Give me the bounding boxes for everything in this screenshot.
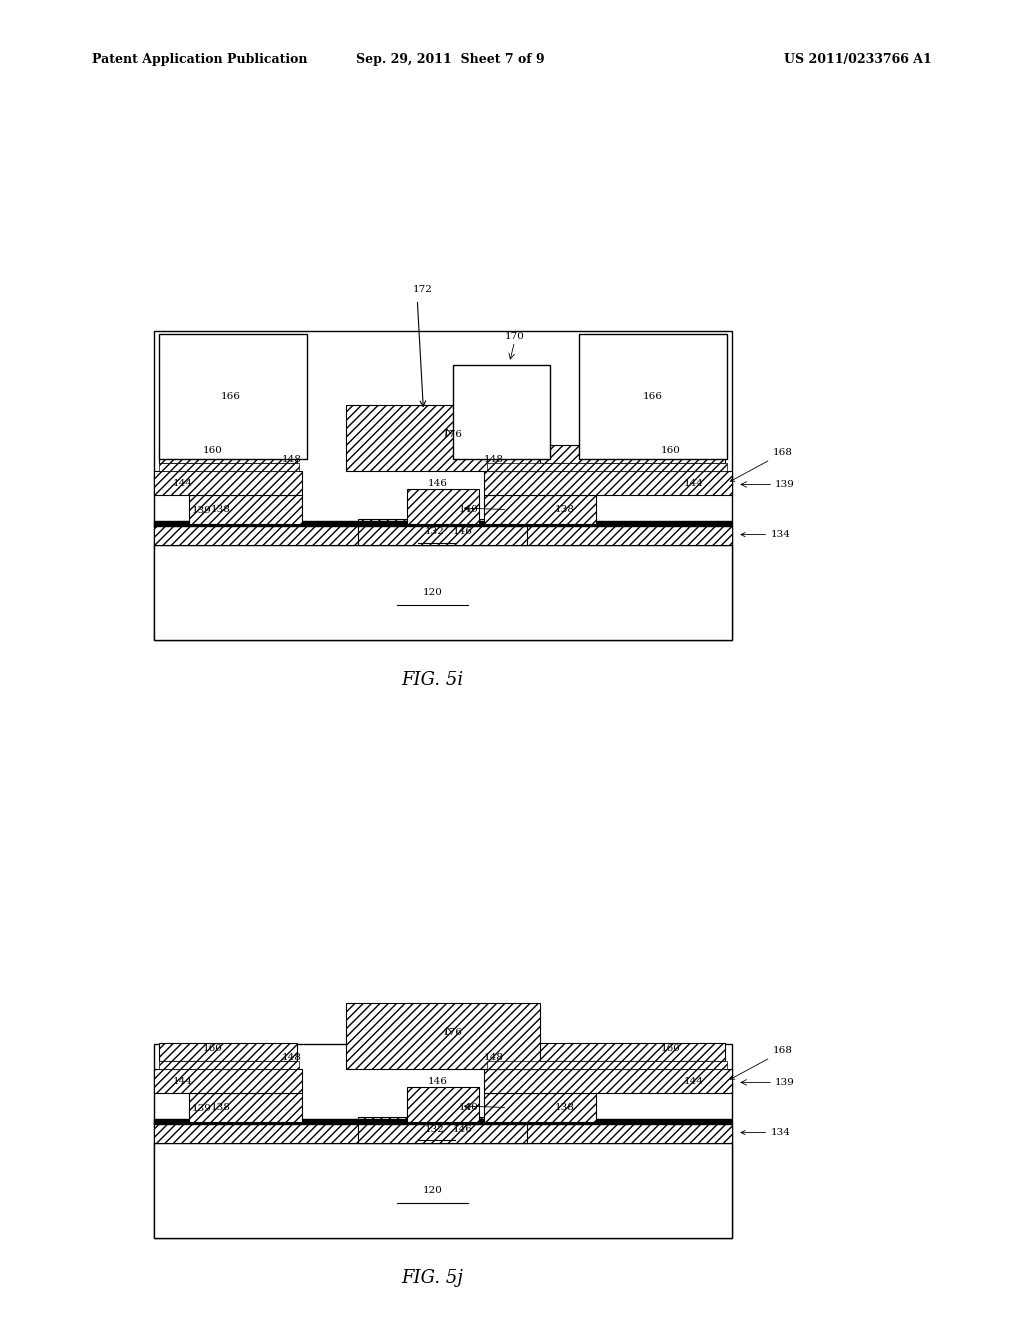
Bar — [346, 1003, 541, 1069]
Text: 144: 144 — [683, 1077, 703, 1085]
Text: 144: 144 — [683, 479, 703, 487]
Bar — [358, 519, 527, 545]
Text: 146: 146 — [428, 479, 447, 487]
Bar — [159, 334, 307, 459]
Bar — [483, 1093, 596, 1122]
Text: 160: 160 — [660, 1044, 681, 1052]
Bar — [487, 463, 727, 471]
Text: 160: 160 — [203, 1044, 223, 1052]
Bar — [487, 1043, 725, 1061]
Bar — [453, 366, 551, 459]
Bar — [154, 1119, 732, 1125]
Bar — [159, 1043, 297, 1061]
Text: 132: 132 — [425, 1126, 444, 1134]
Text: US 2011/0233766 A1: US 2011/0233766 A1 — [784, 53, 932, 66]
Text: 160: 160 — [660, 446, 681, 454]
Bar — [154, 471, 302, 495]
Text: Sep. 29, 2011  Sheet 7 of 9: Sep. 29, 2011 Sheet 7 of 9 — [356, 53, 545, 66]
Bar — [154, 545, 732, 640]
Text: 148: 148 — [484, 455, 504, 463]
Bar — [483, 495, 596, 524]
Bar — [358, 1117, 527, 1143]
Text: 140: 140 — [459, 1104, 478, 1111]
Text: 134: 134 — [741, 1129, 791, 1137]
Text: 148: 148 — [282, 455, 302, 463]
Text: 139: 139 — [191, 1105, 212, 1113]
Bar — [159, 463, 299, 471]
Text: 166: 166 — [642, 392, 663, 401]
Text: 134: 134 — [741, 531, 791, 539]
Bar — [487, 445, 725, 463]
Text: 146: 146 — [454, 1126, 473, 1134]
Text: 148: 148 — [282, 1053, 302, 1061]
Bar — [154, 1122, 732, 1143]
Bar — [407, 490, 478, 524]
Text: 166: 166 — [220, 392, 241, 401]
Text: 170: 170 — [505, 331, 524, 341]
Bar — [154, 1044, 732, 1238]
Text: 168: 168 — [730, 449, 793, 482]
Bar — [159, 1061, 299, 1069]
Bar — [154, 521, 732, 527]
Bar — [579, 334, 727, 459]
Bar — [487, 1061, 727, 1069]
Text: 132: 132 — [425, 528, 444, 536]
Bar — [483, 1069, 732, 1093]
Text: 176: 176 — [443, 430, 463, 440]
Text: 168: 168 — [730, 1047, 793, 1080]
Bar — [154, 331, 732, 640]
Text: 160: 160 — [203, 446, 223, 454]
Bar — [346, 405, 541, 471]
Text: 138: 138 — [211, 1104, 231, 1111]
Text: 176: 176 — [443, 1028, 463, 1038]
Text: FIG. 5j: FIG. 5j — [401, 1269, 464, 1287]
Text: 146: 146 — [454, 528, 473, 536]
Bar — [483, 471, 732, 495]
Text: 139: 139 — [775, 480, 795, 488]
Text: 138: 138 — [555, 1104, 574, 1111]
Text: 138: 138 — [555, 506, 574, 513]
Text: 144: 144 — [172, 1077, 193, 1085]
Bar — [154, 1069, 302, 1093]
Bar — [189, 1093, 302, 1122]
Text: 140: 140 — [459, 506, 478, 513]
Text: 148: 148 — [484, 1053, 504, 1061]
Text: 138: 138 — [211, 506, 231, 513]
Bar — [154, 1143, 732, 1238]
Text: Patent Application Publication: Patent Application Publication — [92, 53, 307, 66]
Bar — [407, 1088, 478, 1122]
Text: 146: 146 — [428, 1077, 447, 1085]
Bar — [189, 495, 302, 524]
Text: 120: 120 — [423, 1187, 442, 1195]
Text: 144: 144 — [172, 479, 193, 487]
Text: 139: 139 — [775, 1078, 795, 1086]
Text: 139: 139 — [191, 507, 212, 515]
Bar — [159, 445, 297, 463]
Bar — [154, 524, 732, 545]
Text: 120: 120 — [423, 589, 442, 597]
Text: FIG. 5i: FIG. 5i — [401, 671, 464, 689]
Text: 172: 172 — [413, 285, 432, 294]
